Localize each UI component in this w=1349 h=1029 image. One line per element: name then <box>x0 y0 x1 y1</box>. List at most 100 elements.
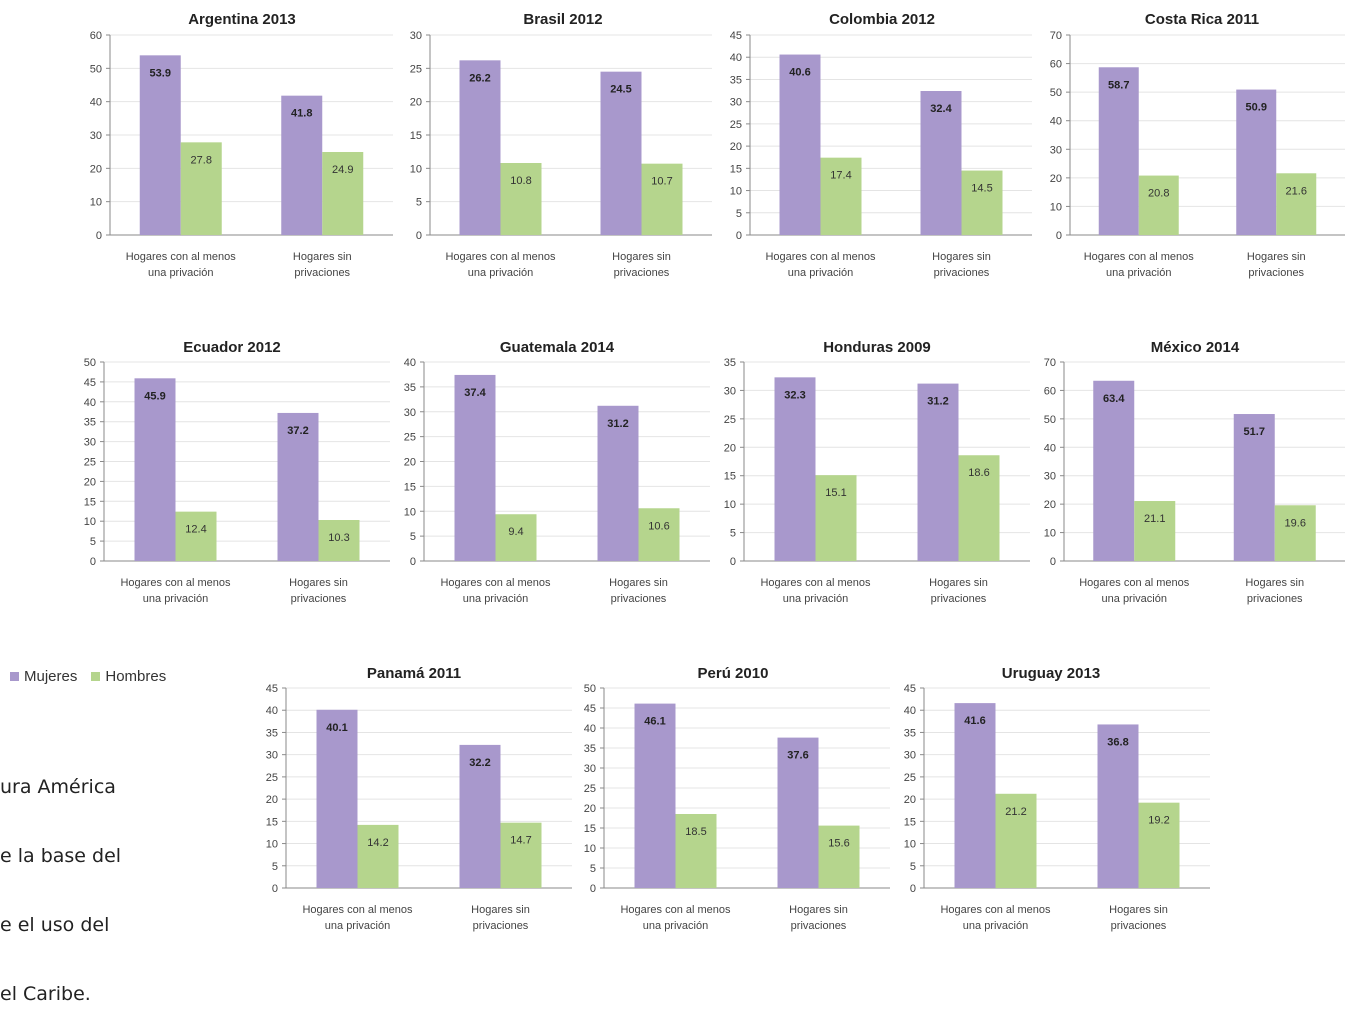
x-category-label: Hogares sin <box>609 577 668 589</box>
y-tick-label: 35 <box>266 727 278 739</box>
y-tick-label: 25 <box>84 457 96 469</box>
y-tick-label: 20 <box>404 457 416 469</box>
data-label: 32.4 <box>930 103 952 115</box>
y-tick-label: 50 <box>584 683 596 695</box>
bar-mujeres <box>281 95 323 236</box>
x-category-label: privaciones <box>294 267 350 279</box>
bar-hombres <box>500 822 542 888</box>
data-label: 40.6 <box>789 67 810 79</box>
bar-mujeres <box>779 54 821 235</box>
bar-hombres <box>357 824 399 888</box>
y-tick-label: 5 <box>272 861 278 873</box>
data-label: 21.6 <box>1286 185 1307 197</box>
y-tick-label: 25 <box>584 783 596 795</box>
y-tick-label: 45 <box>266 683 278 695</box>
x-category-label: privaciones <box>473 920 529 932</box>
data-label: 37.2 <box>287 425 308 437</box>
x-category-label: Hogares sin <box>471 904 530 916</box>
chart-panel: Colombia 2012 0 5 10 15 20 25 30 35 40 45 40.6 17.4 H… <box>730 11 1032 279</box>
bar-mujeres <box>634 703 676 888</box>
data-label: 14.7 <box>510 835 531 847</box>
x-category-label: una privación <box>1106 267 1171 279</box>
bar-hombres <box>1138 802 1180 888</box>
y-tick-label: 0 <box>272 883 278 895</box>
y-tick-label: 35 <box>904 727 916 739</box>
data-label: 31.2 <box>607 418 628 430</box>
y-tick-label: 45 <box>904 683 916 695</box>
y-tick-label: 30 <box>404 407 416 419</box>
chart-title: México 2014 <box>1151 339 1240 356</box>
y-tick-label: 5 <box>416 197 422 209</box>
data-label: 41.6 <box>964 715 985 727</box>
bar-mujeres <box>1236 89 1277 235</box>
bar-hombres <box>995 793 1037 888</box>
chart-panel: Argentina 2013 0 10 20 30 40 50 60 53.9 27.8 Hogar… <box>90 11 393 279</box>
y-tick-label: 35 <box>584 743 596 755</box>
chart-title: Honduras 2009 <box>823 339 931 356</box>
bar-mujeres <box>459 60 501 236</box>
bar-hombres <box>641 163 683 235</box>
data-label: 19.6 <box>1285 517 1306 529</box>
bar-hombres <box>318 520 360 561</box>
bar-hombres <box>495 514 537 561</box>
y-tick-label: 15 <box>730 163 742 175</box>
bar-hombres <box>175 511 217 561</box>
data-label: 19.2 <box>1148 815 1169 827</box>
bar-hombres <box>1276 173 1317 235</box>
chart-panel: Perú 2010 0 5 10 15 20 25 30 35 40 45 50 46.1 18.5 Hog… <box>584 665 890 932</box>
bar-mujeres <box>917 383 959 561</box>
data-label: 53.9 <box>150 67 171 79</box>
y-tick-label: 15 <box>404 481 416 493</box>
y-tick-label: 60 <box>90 30 102 42</box>
legend-label-hombres: Hombres <box>105 668 167 685</box>
data-label: 37.6 <box>787 750 808 762</box>
data-label: 10.7 <box>651 176 672 188</box>
y-tick-label: 30 <box>266 750 278 762</box>
chart-title: Uruguay 2013 <box>1002 665 1100 682</box>
legend-swatch-mujeres <box>10 672 19 681</box>
x-category-label: Hogares con al menos <box>126 251 237 263</box>
y-tick-label: 20 <box>410 97 422 109</box>
y-tick-label: 0 <box>416 230 422 242</box>
caption-line: ura América <box>0 776 116 798</box>
y-tick-label: 0 <box>910 883 916 895</box>
x-category-label: Hogares sin <box>289 577 348 589</box>
y-tick-label: 5 <box>590 863 596 875</box>
data-label: 45.9 <box>144 390 165 402</box>
bar-mujeres <box>316 709 358 888</box>
y-tick-label: 20 <box>730 141 742 153</box>
data-label: 32.3 <box>784 389 805 401</box>
y-tick-label: 10 <box>84 516 96 528</box>
data-label: 10.3 <box>328 532 349 544</box>
bar-hombres <box>820 157 862 235</box>
x-category-label: Hogares con al menos <box>760 577 871 589</box>
legend-label-mujeres: Mujeres <box>24 668 78 685</box>
bar-mujeres <box>1093 380 1135 561</box>
y-tick-label: 40 <box>84 397 96 409</box>
data-label: 18.5 <box>685 826 706 838</box>
x-category-label: una privación <box>963 920 1028 932</box>
data-label: 21.1 <box>1144 513 1165 525</box>
bar-mujeres <box>134 378 176 561</box>
y-tick-label: 40 <box>266 705 278 717</box>
chart-title: Brasil 2012 <box>523 11 602 28</box>
x-category-label: una privación <box>325 920 390 932</box>
legend-swatch-hombres <box>91 672 101 681</box>
chart-panel: Panamá 2011 0 5 10 15 20 25 30 35 40 45 40.1 14.2 Hog… <box>266 665 572 932</box>
y-tick-label: 30 <box>410 30 422 42</box>
data-label: 41.8 <box>291 108 312 120</box>
y-tick-label: 30 <box>84 437 96 449</box>
y-tick-label: 10 <box>410 163 422 175</box>
bar-hombres <box>1134 501 1176 561</box>
data-label: 46.1 <box>644 716 665 728</box>
caption-line: e la base del <box>0 845 122 867</box>
y-tick-label: 15 <box>724 471 736 483</box>
y-tick-label: 15 <box>266 816 278 828</box>
y-tick-label: 45 <box>584 703 596 715</box>
x-category-label: privaciones <box>934 267 990 279</box>
y-tick-label: 40 <box>904 705 916 717</box>
y-tick-label: 5 <box>910 861 916 873</box>
y-tick-label: 40 <box>90 97 102 109</box>
y-tick-label: 10 <box>1050 201 1062 213</box>
bar-mujeres <box>454 374 496 561</box>
